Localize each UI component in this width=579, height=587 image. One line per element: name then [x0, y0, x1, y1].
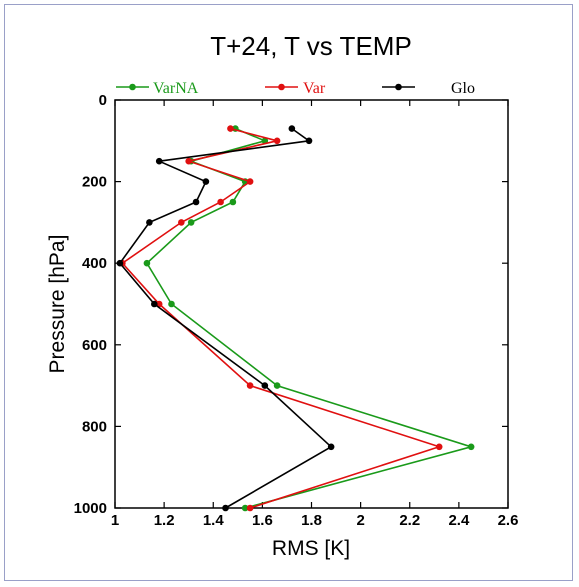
x-tick-label: 2.4	[448, 512, 470, 529]
y-tick-label: 0	[99, 92, 107, 109]
axis-ticks: 1 1.2 1.4 1.6 1.8 2 2.2 2.4 2.6 0 200 400 600 800 1000	[74, 92, 519, 529]
series-layer	[116, 125, 475, 512]
data-point	[273, 382, 281, 389]
legend-marker	[395, 83, 402, 91]
data-point	[229, 198, 237, 206]
x-tick-label: 1	[111, 512, 119, 529]
data-point	[246, 504, 254, 512]
data-point	[261, 382, 269, 389]
legend: VarNA Var Glo	[116, 80, 475, 97]
data-point	[116, 259, 124, 267]
data-point	[467, 443, 475, 451]
data-point	[288, 125, 296, 132]
data-point	[241, 504, 249, 512]
data-point	[217, 198, 224, 206]
x-tick-label: 1.2	[154, 512, 175, 529]
series-line-var	[121, 127, 442, 509]
chart-title: T+24, T vs TEMP	[210, 31, 412, 61]
data-point	[222, 504, 229, 512]
legend-label: Var	[303, 80, 326, 97]
data-point	[168, 300, 175, 308]
data-point	[202, 178, 210, 185]
data-point	[143, 259, 151, 267]
x-tick-label: 1.8	[301, 512, 322, 529]
y-tick-label: 600	[82, 337, 107, 354]
legend-marker	[278, 83, 285, 91]
y-tick-label: 200	[82, 174, 107, 191]
x-tick-label: 2.6	[498, 512, 519, 529]
y-axis-label: Pressure [hPa]	[46, 235, 69, 374]
data-point	[146, 219, 153, 226]
x-axis-label: RMS [K]	[272, 537, 350, 560]
x-tick-label: 2	[356, 512, 364, 529]
data-point	[151, 300, 158, 308]
series-line-varna	[145, 127, 475, 509]
data-point	[246, 382, 254, 389]
data-point	[192, 198, 200, 206]
data-point	[187, 219, 195, 226]
legend-item-glo: Glo	[382, 80, 475, 97]
y-tick-label: 1000	[74, 500, 107, 517]
series-varna	[143, 125, 475, 512]
data-point	[227, 125, 234, 132]
data-point	[155, 157, 163, 165]
y-tick-label: 800	[82, 418, 107, 435]
y-tick-label: 400	[82, 255, 107, 272]
series-line-glo	[118, 127, 333, 509]
data-point	[246, 178, 254, 185]
series-var	[119, 125, 443, 512]
legend-item-varna: VarNA	[116, 80, 199, 97]
data-point	[273, 137, 281, 145]
data-point	[178, 219, 185, 226]
data-point	[327, 443, 335, 451]
legend-label: Glo	[451, 80, 475, 97]
legend-item-var: Var	[265, 80, 326, 97]
legend-marker	[129, 83, 136, 91]
legend-label: VarNA	[153, 80, 199, 97]
x-tick-label: 2.2	[399, 512, 420, 529]
x-tick-label: 1.4	[203, 512, 225, 529]
series-glo	[116, 125, 335, 512]
x-tick-label: 1.6	[252, 512, 273, 529]
data-point	[305, 137, 313, 145]
data-point	[185, 157, 192, 165]
data-point	[435, 443, 443, 451]
